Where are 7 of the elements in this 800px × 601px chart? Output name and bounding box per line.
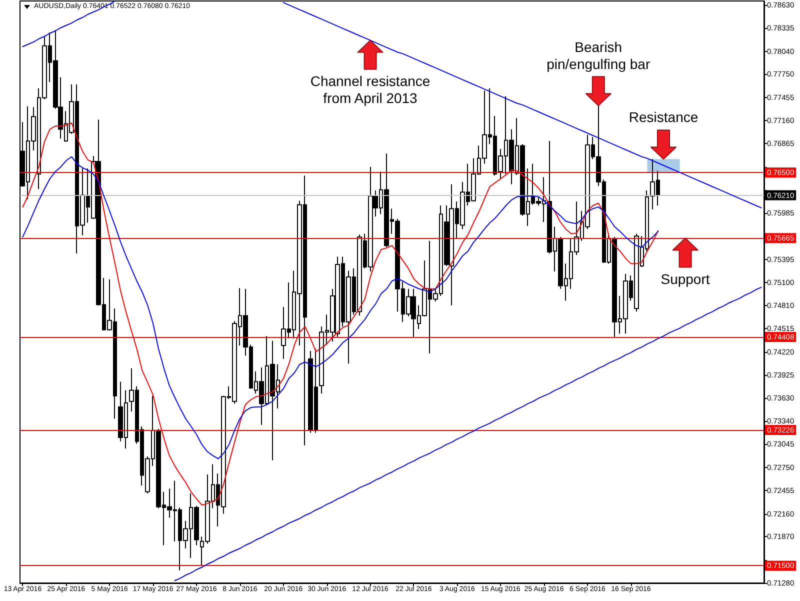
annotation: Support	[660, 271, 710, 288]
line-series	[174, 286, 762, 582]
annotation: Channel resistance from April 2013	[310, 73, 430, 108]
line-series	[22, 156, 659, 460]
annotation: Bearish pin/engulfing bar	[546, 38, 650, 73]
annotation: Resistance	[628, 109, 698, 126]
line-series	[282, 2, 762, 208]
